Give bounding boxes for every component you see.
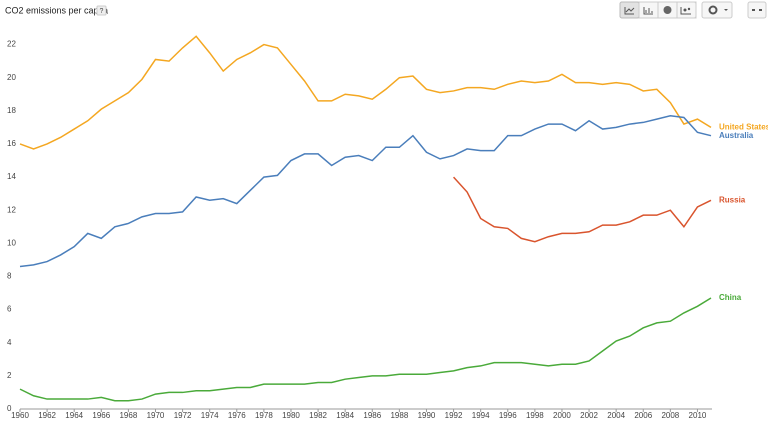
chart-title: CO2 emissions per capita (5, 5, 108, 15)
x-tick-label: 1962 (38, 411, 56, 420)
x-tick-label: 1984 (336, 411, 354, 420)
x-tick-label: 1968 (119, 411, 137, 420)
bubble-dot (687, 7, 691, 11)
x-tick-label: 1972 (174, 411, 192, 420)
x-tick-label: 1998 (526, 411, 544, 420)
x-tick-label: 1988 (390, 411, 408, 420)
y-tick-label: 2 (7, 371, 12, 380)
globe-icon (663, 6, 672, 14)
x-tick-label: 1976 (228, 411, 246, 420)
x-tick-label: 1960 (11, 411, 29, 420)
series-line (19, 35, 712, 150)
x-tick-label: 1978 (255, 411, 273, 420)
link-button[interactable] (747, 1, 767, 19)
y-tick-label: 14 (7, 172, 16, 181)
y-tick-label: 4 (7, 338, 12, 347)
y-tick-label: 12 (7, 205, 16, 214)
y-tick-label: 6 (7, 305, 12, 314)
help-button[interactable] (96, 5, 107, 16)
bubble-dot (683, 8, 687, 12)
bar-icon (643, 7, 653, 15)
x-tick-label: 1966 (92, 411, 110, 420)
series-line (19, 115, 712, 268)
y-tick-label: 20 (7, 73, 16, 82)
line-icon (624, 7, 635, 15)
series-label: Russia (719, 195, 746, 204)
y-tick-label: 22 (7, 40, 16, 49)
dropdown-arrow (724, 9, 728, 11)
x-tick-label: 2010 (689, 411, 707, 420)
x-tick-label: 1992 (445, 411, 463, 420)
series-label: Australia (719, 131, 754, 140)
x-tick-label: 1964 (65, 411, 83, 420)
y-tick-label: 16 (7, 139, 16, 148)
y-tick-label: 18 (7, 106, 16, 115)
x-tick-label: 2004 (607, 411, 625, 420)
x-tick-label: 1980 (282, 411, 300, 420)
x-tick-label: 1986 (363, 411, 381, 420)
x-tick-label: 1994 (472, 411, 490, 420)
x-tick-label: 1990 (418, 411, 436, 420)
y-tick-label: 10 (7, 238, 16, 247)
x-tick-label: 1996 (499, 411, 517, 420)
chart-type-toolbar (619, 1, 697, 19)
series-label: China (719, 293, 742, 302)
y-tick-label: 0 (7, 404, 12, 413)
y-tick-label: 8 (7, 272, 12, 281)
gear-icon (708, 5, 718, 15)
bubble-icon (680, 7, 691, 15)
x-tick-label: 2000 (553, 411, 571, 420)
bubble-chart-button[interactable] (676, 1, 697, 19)
x-tick-label: 2002 (580, 411, 598, 420)
help-text: ? (100, 8, 104, 15)
series-line (453, 176, 712, 243)
x-tick-label: 1974 (201, 411, 219, 420)
x-tick-label: 1970 (147, 411, 165, 420)
x-tick-label: 2008 (661, 411, 679, 420)
series-label: United States (719, 123, 768, 132)
x-tick-label: 1982 (309, 411, 327, 420)
x-tick-label: 2006 (634, 411, 652, 420)
series-line (19, 297, 712, 402)
